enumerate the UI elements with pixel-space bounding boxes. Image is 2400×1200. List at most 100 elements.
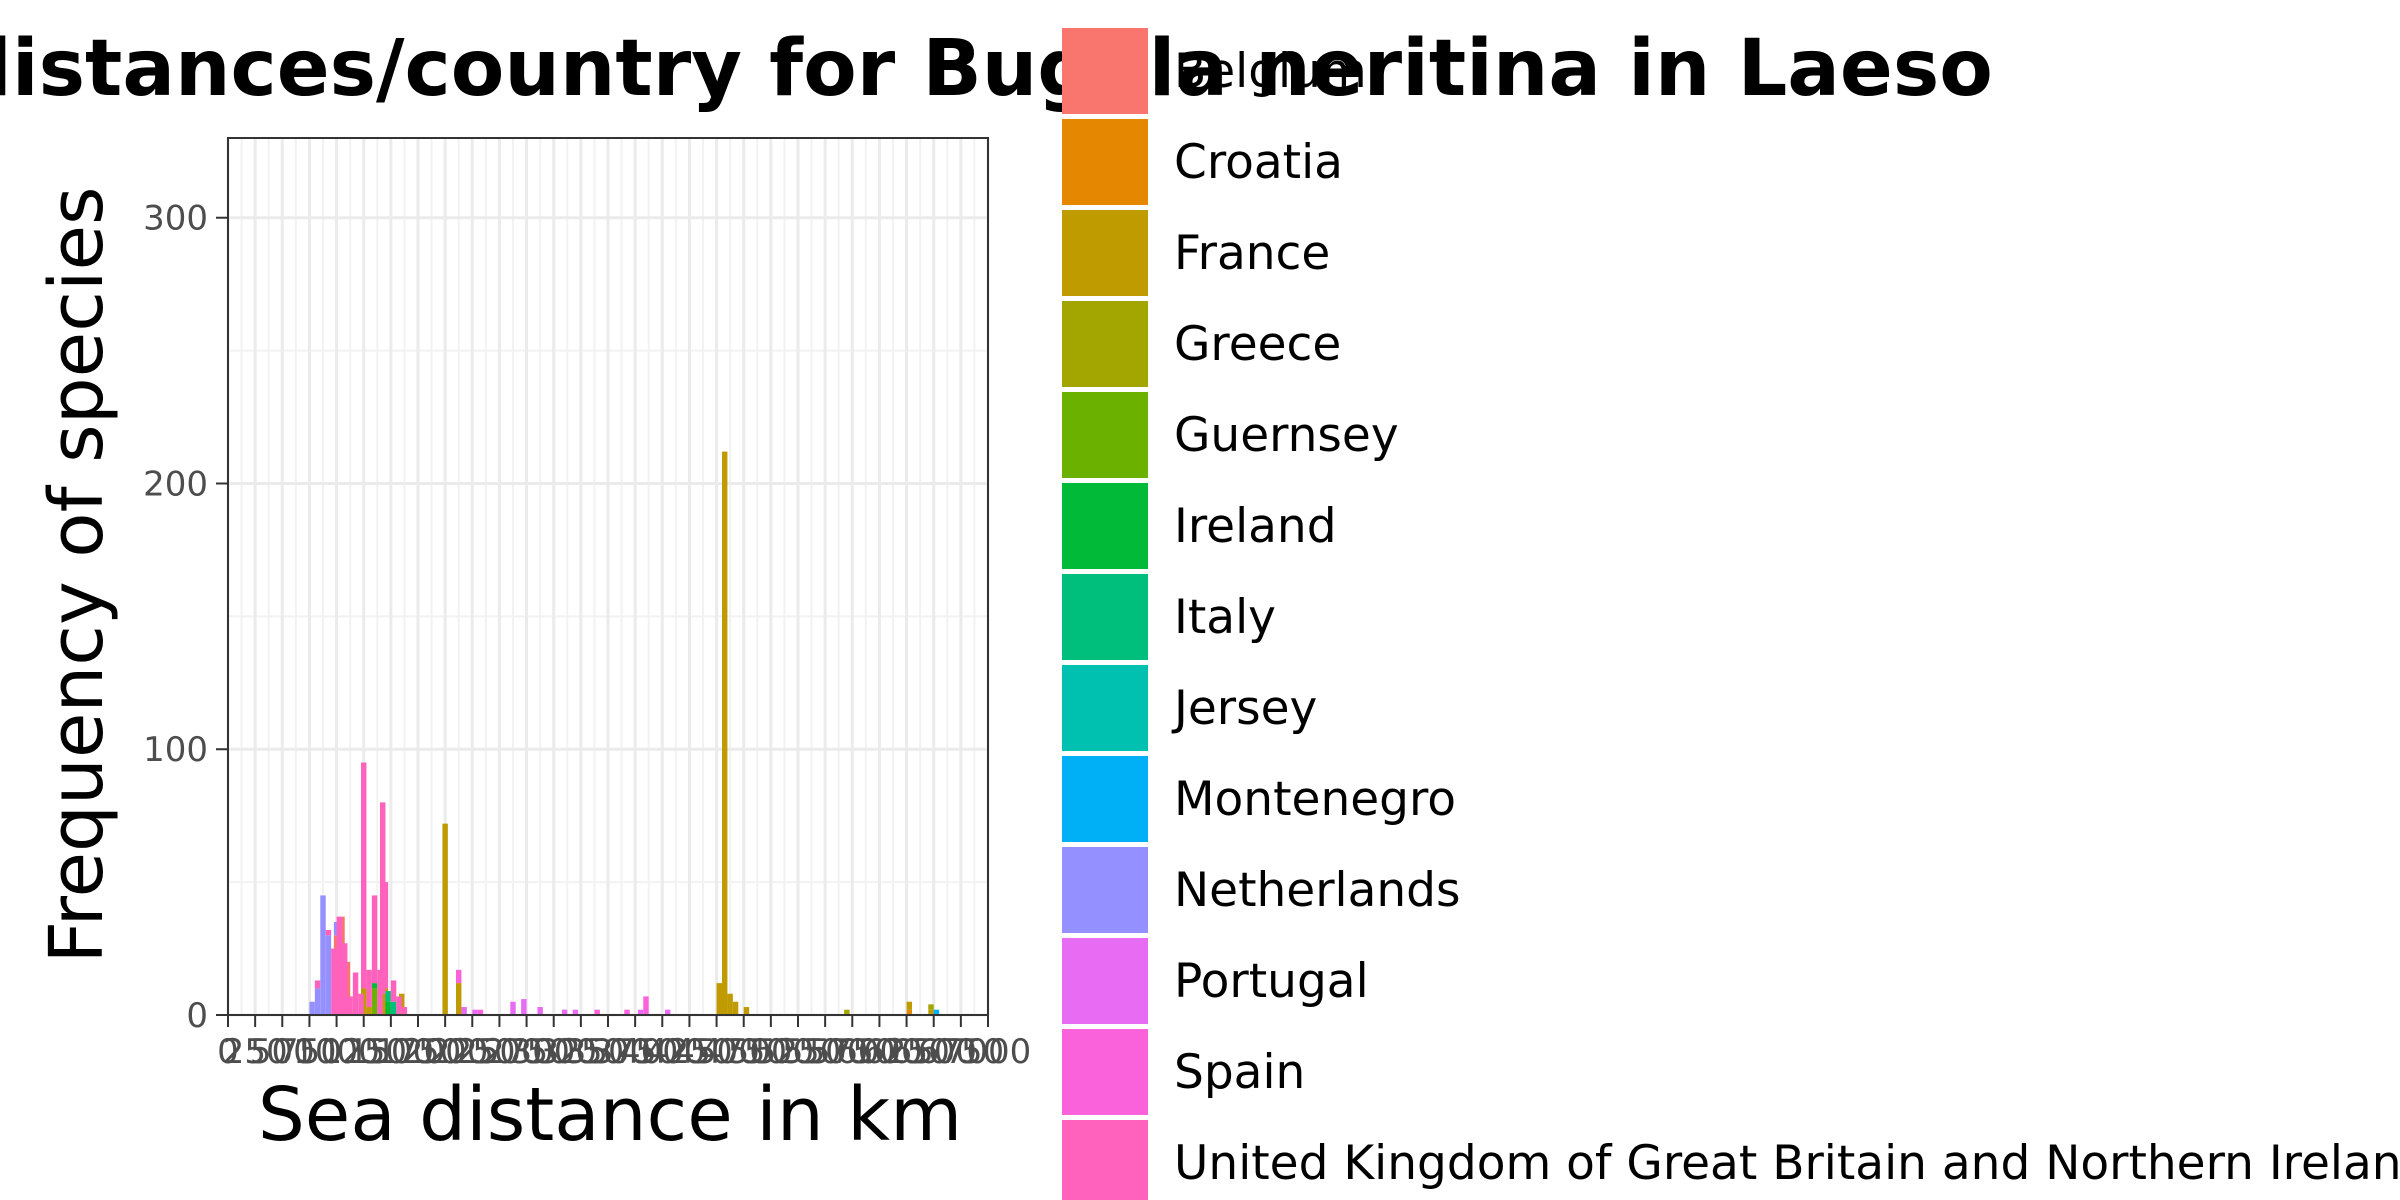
legend-key: [1062, 938, 1148, 1024]
x-tick-label: 2500: [456, 1032, 543, 1072]
y-tick-label: 200: [143, 464, 208, 504]
x-tick-label: 6000: [836, 1032, 923, 1072]
bar: [358, 993, 364, 1015]
bar: [385, 1001, 391, 1015]
grid: [226, 138, 990, 1017]
y-tick-label: 100: [143, 730, 208, 770]
x-tick-label: 6500: [890, 1032, 977, 1072]
legend-key: [1062, 574, 1148, 660]
bar: [366, 1007, 372, 1015]
bar: [732, 1001, 739, 1015]
x-axis-title: Sea distance in km: [258, 1072, 962, 1158]
bar: [906, 1009, 912, 1015]
bar: [442, 823, 448, 1015]
bar: [624, 1009, 630, 1015]
bar: [665, 1009, 671, 1015]
legend-key: [1062, 665, 1148, 751]
bar: [361, 988, 367, 1015]
legend-key: [1062, 1120, 1148, 1200]
bar: [594, 1009, 600, 1015]
bar: [521, 999, 527, 1015]
bar: [928, 1004, 934, 1010]
bar: [928, 1009, 934, 1015]
legend-key: [1062, 483, 1148, 569]
x-tick-label: 6250: [863, 1032, 950, 1072]
bar: [727, 993, 733, 1015]
legend-label: Croatia: [1174, 135, 1343, 190]
bar: [347, 996, 353, 1015]
bar: [314, 988, 321, 1015]
bar: [933, 1009, 940, 1015]
bar: [390, 1001, 397, 1015]
legend-key: [1062, 756, 1148, 842]
legend-label: Jersey: [1171, 681, 1317, 736]
bar: [309, 1001, 315, 1015]
legend-label: Ireland: [1174, 499, 1337, 554]
legend-label: United Kingdom of Great Britain and Nort…: [1174, 1136, 2400, 1191]
legend-label: Netherlands: [1174, 863, 1461, 918]
legend-key: [1062, 847, 1148, 933]
x-tick-label: 5500: [782, 1032, 869, 1072]
bar: [643, 996, 649, 1015]
legend: Belgium Croatia France Greece Guernsey Irelan…: [1062, 28, 2400, 1200]
axes: 0100200300025050075010001250150017502000…: [143, 199, 1031, 1072]
x-tick-label: 250: [223, 1032, 288, 1072]
bar: [331, 948, 337, 1015]
bar: [382, 882, 389, 989]
bar: [371, 988, 378, 1015]
bar: [716, 983, 722, 1015]
x-tick-label: 500: [250, 1032, 315, 1072]
bar: [844, 1009, 850, 1015]
x-tick-label: 3750: [592, 1032, 679, 1072]
x-tick-label: 1750: [375, 1032, 462, 1072]
bar: [344, 961, 351, 1015]
bar: [390, 980, 397, 1002]
bar: [477, 1009, 484, 1015]
bar: [572, 1009, 579, 1015]
chart-title: Sea distances/country for Bugula neritin…: [0, 24, 1993, 114]
x-tick-label: 750: [277, 1032, 342, 1072]
bar: [314, 980, 321, 989]
x-tick-label: 5000: [728, 1032, 815, 1072]
legend-label: Guernsey: [1174, 408, 1399, 463]
legend-key: [1062, 301, 1148, 387]
x-tick-label: 2250: [429, 1032, 516, 1072]
bar: [906, 1001, 912, 1010]
bar: [743, 1007, 750, 1015]
x-tick-label: 2000: [402, 1032, 489, 1072]
y-axis-title: Frequency of species: [34, 186, 120, 963]
legend-key: [1062, 210, 1148, 296]
x-tick-label: 5250: [755, 1032, 842, 1072]
bar: [401, 1007, 408, 1015]
x-tick-label: 4750: [700, 1032, 787, 1072]
x-tick-label: 4500: [673, 1032, 760, 1072]
legend-label: Belgium: [1174, 44, 1367, 99]
bar: [342, 943, 348, 1015]
bar: [456, 969, 462, 984]
x-tick-label: 0: [217, 1032, 239, 1072]
bar: [637, 1009, 644, 1015]
legend-label: Spain: [1174, 1045, 1305, 1100]
legend-label: France: [1174, 226, 1330, 281]
x-tick-label: 7000: [945, 1032, 1032, 1072]
legend-label: Italy: [1174, 590, 1276, 645]
legend-label: Greece: [1174, 317, 1341, 372]
x-tick-label: 3500: [565, 1032, 652, 1072]
bar: [320, 895, 326, 1015]
x-tick-label: 3000: [510, 1032, 597, 1072]
x-tick-label: 1500: [348, 1032, 435, 1072]
legend-key: [1062, 392, 1148, 478]
bar: [510, 1001, 516, 1015]
bar: [399, 993, 405, 1015]
bar: [461, 1007, 467, 1015]
x-tick-label: 4000: [619, 1032, 706, 1072]
bar: [352, 972, 359, 1015]
x-tick-label: 1000: [293, 1032, 380, 1072]
legend-label: Portugal: [1174, 954, 1369, 1009]
bar: [336, 916, 342, 1015]
bar: [385, 991, 391, 1002]
bar: [371, 895, 378, 984]
legend-label: Montenegro: [1174, 772, 1456, 827]
bar: [456, 983, 462, 1015]
bar: [472, 1009, 478, 1015]
